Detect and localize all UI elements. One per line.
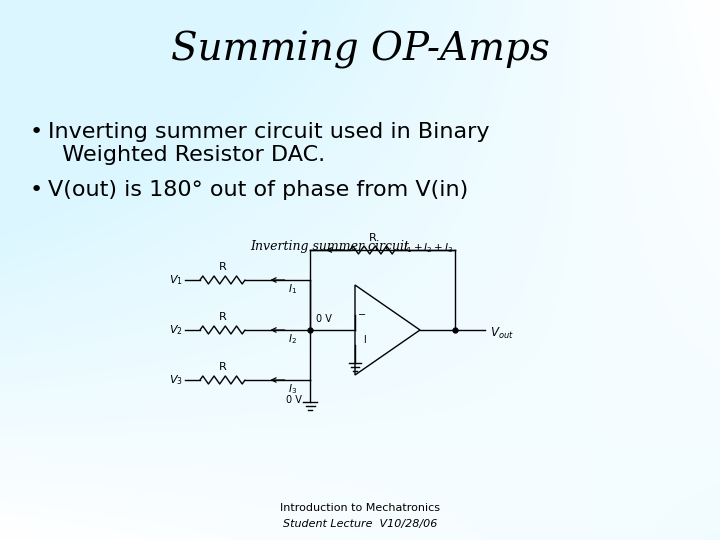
Text: $V_3$: $V_3$ xyxy=(169,373,183,387)
Text: Weighted Resistor DAC.: Weighted Resistor DAC. xyxy=(48,145,325,165)
Text: l: l xyxy=(364,335,366,345)
Text: −: − xyxy=(358,310,366,320)
Text: •: • xyxy=(30,122,43,142)
Text: R: R xyxy=(219,312,226,322)
Text: $I_1$: $I_1$ xyxy=(287,282,297,296)
Text: $I_2$: $I_2$ xyxy=(287,332,297,346)
Text: R: R xyxy=(219,362,226,372)
Text: $V_2$: $V_2$ xyxy=(169,323,183,337)
Text: Student Lecture  V10/28/06: Student Lecture V10/28/06 xyxy=(283,519,437,529)
Text: Inverting summer circuit used in Binary: Inverting summer circuit used in Binary xyxy=(48,122,490,142)
Text: R: R xyxy=(219,262,226,272)
Text: R: R xyxy=(369,233,377,243)
Text: V(out) is 180° out of phase from V(in): V(out) is 180° out of phase from V(in) xyxy=(48,180,468,200)
Text: $V_{out}$: $V_{out}$ xyxy=(490,326,514,341)
Text: Summing OP-Amps: Summing OP-Amps xyxy=(171,31,549,69)
Text: $V_1$: $V_1$ xyxy=(169,273,183,287)
Text: 0 V: 0 V xyxy=(316,314,332,324)
Text: $I_1 + I_2 + I_3$: $I_1 + I_2 + I_3$ xyxy=(403,241,454,255)
Text: •: • xyxy=(30,180,43,200)
Text: Inverting summer circuit: Inverting summer circuit xyxy=(251,240,410,253)
Text: 0 V: 0 V xyxy=(286,395,302,405)
Text: $I_3$: $I_3$ xyxy=(287,382,297,396)
Text: Introduction to Mechatronics: Introduction to Mechatronics xyxy=(280,503,440,513)
